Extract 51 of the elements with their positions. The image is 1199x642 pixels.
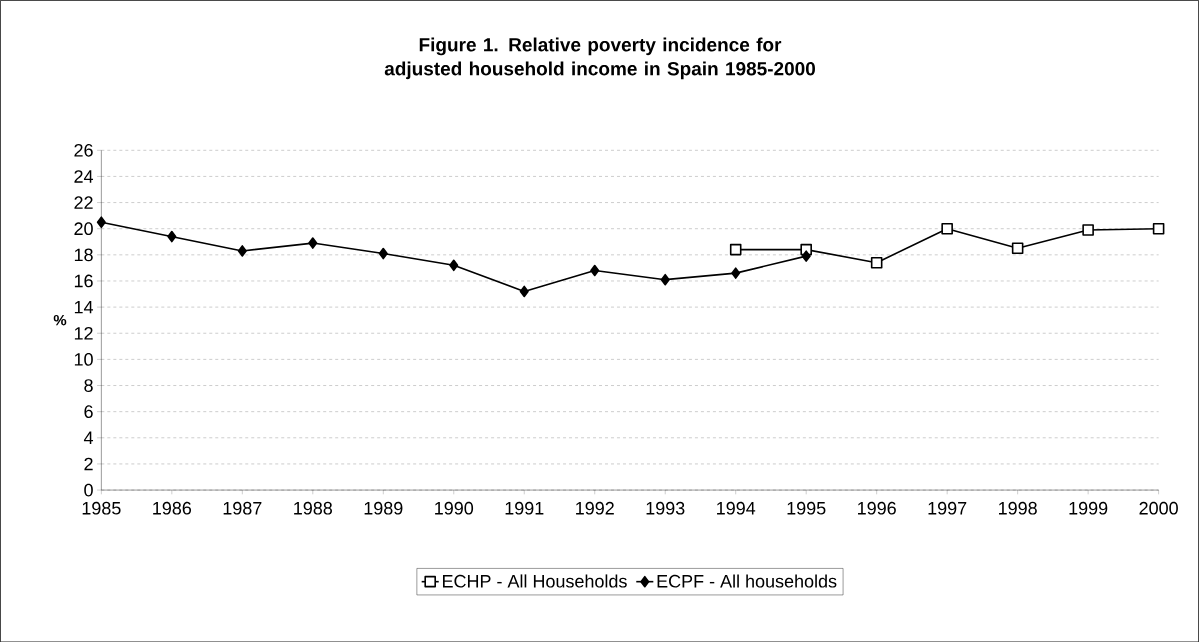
point [1082,224,1094,236]
x-tick-label: 1994 [717,501,756,515]
point [167,230,177,243]
x-tick-label: 1988 [294,501,333,515]
point [1011,242,1024,254]
x-tick-label: 1996 [858,501,896,515]
point [729,243,742,256]
y-tick-label: 16 [74,274,93,288]
y-tick-label: 10 [74,352,93,366]
x-tick-label: 1997 [928,501,967,515]
y-tick-label: 22 [74,196,93,209]
point [237,244,247,257]
chart-title: Figure 1. Relative poverty incidence for adjusted household income in Spain 1985-2000 [384,37,815,80]
point [96,216,106,228]
x-tick-label: 1992 [576,501,614,515]
point [519,285,529,298]
point [378,247,388,260]
y-tick-label: 26 [74,143,93,157]
x-tick-label: 2000 [1139,501,1178,515]
legend-label: ECHP - All Households [443,574,627,588]
point [660,273,670,286]
y-tick-label: 6 [84,405,93,418]
x-tick-label: 1986 [153,501,192,515]
point [801,250,811,262]
point [449,259,459,271]
x-tick-label: 1991 [505,501,544,515]
legend-label: ECPF - All households [657,574,837,588]
point [870,256,883,269]
point [731,267,741,279]
y-tick-label: 12 [74,326,93,340]
point [1152,222,1165,235]
x-tick-label: 1989 [364,501,403,515]
x-tick-label: 1987 [223,501,262,515]
x-tick-label: 1985 [82,501,121,515]
point [590,264,600,277]
y-tick-label: 20 [74,222,93,235]
y-tick-label: 8 [84,378,93,392]
y-tick-label: 4 [83,431,94,444]
point [941,222,953,235]
x-tick-label: 1990 [435,501,474,515]
x-tick-label: 1999 [1069,501,1108,515]
point [308,237,318,249]
x-tick-label: 1993 [646,501,685,515]
y-tick-label: 0 [84,483,93,497]
y-axis-title: % [53,314,67,326]
x-tick-label: 1998 [999,501,1037,515]
y-tick-label: 2 [84,457,93,471]
y-tick-label: 24 [74,169,94,183]
y-tick-label: 14 [74,300,94,314]
x-tick-label: 1995 [787,501,826,515]
y-tick-label: 18 [74,248,93,262]
